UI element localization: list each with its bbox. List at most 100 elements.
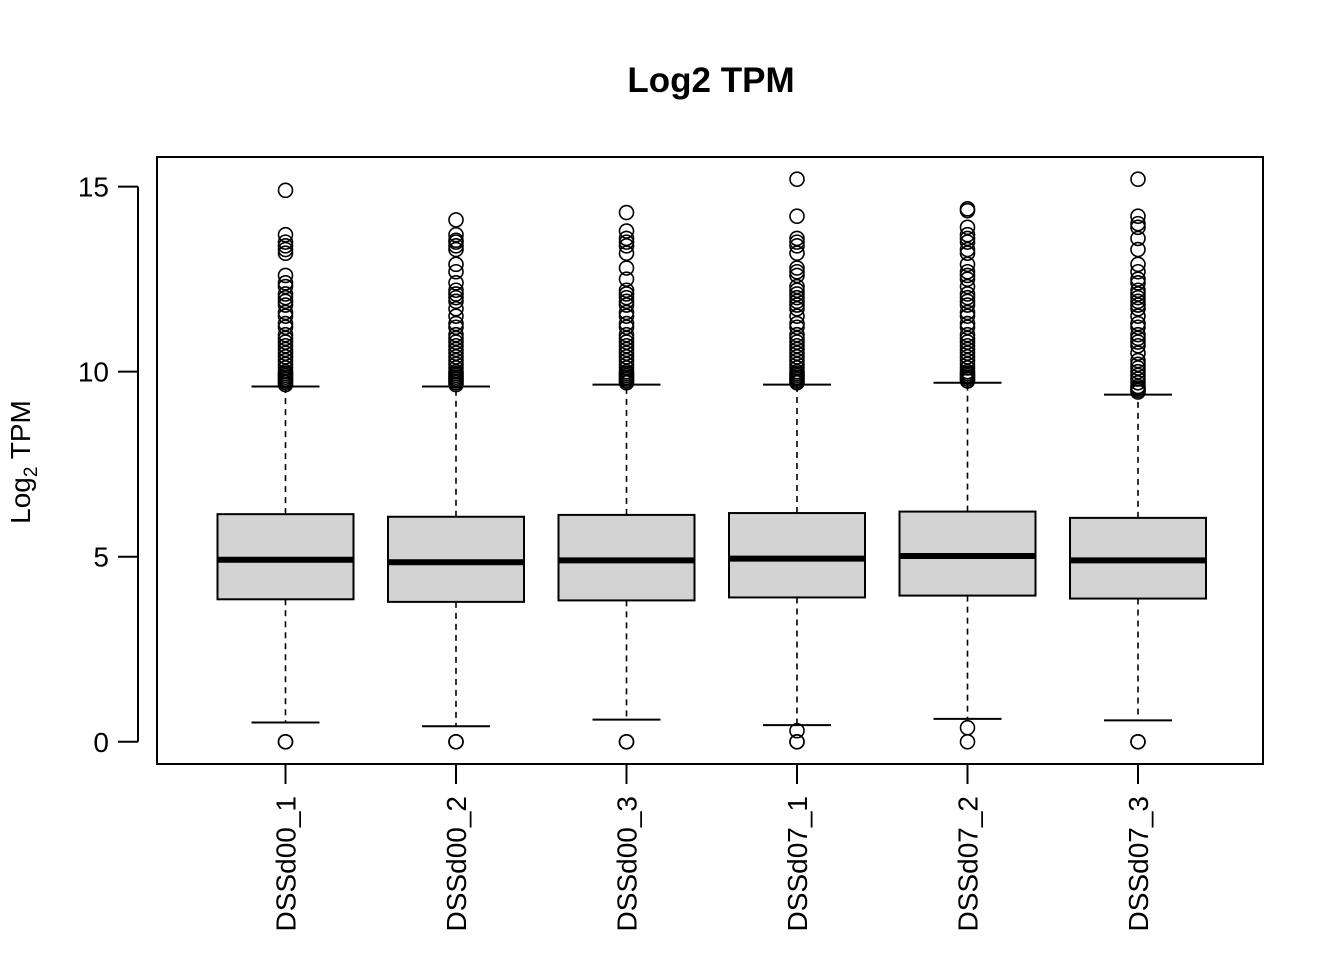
- outlier-point: [1130, 230, 1146, 247]
- box-DSSd07_3: [1069, 171, 1207, 750]
- outlier-point: [277, 319, 294, 336]
- outlier-point: [959, 349, 976, 365]
- outlier-point: [959, 356, 976, 373]
- outlier-point: [1130, 352, 1146, 369]
- outlier-point: [789, 733, 805, 750]
- x-tick-label: DSSd00_2: [441, 796, 472, 931]
- outlier-point: [618, 304, 635, 321]
- outlier-point: [1130, 271, 1146, 287]
- outlier-point: [789, 267, 805, 284]
- outlier-point: [789, 360, 805, 376]
- y-axis-label: Log2 TPM: [5, 400, 42, 524]
- outlier-point: [1130, 367, 1146, 384]
- outlier-point: [1130, 345, 1146, 361]
- outlier-point: [277, 360, 294, 376]
- outlier-point: [959, 230, 976, 247]
- outlier-point: [789, 352, 805, 369]
- outlier-point: [277, 234, 294, 250]
- outlier-point: [959, 245, 976, 262]
- outlier-point: [618, 223, 635, 239]
- box-DSSd07_2: [898, 201, 1037, 750]
- outlier-point: [277, 286, 294, 302]
- outlier-point: [959, 219, 976, 236]
- outlier-point: [277, 304, 294, 321]
- outlier-point: [959, 373, 976, 389]
- outlier-point: [789, 260, 805, 276]
- outlier-point: [618, 293, 635, 310]
- outlier-point: [789, 300, 805, 317]
- outlier-point: [618, 230, 635, 247]
- outlier-point: [448, 356, 464, 373]
- outlier-point: [789, 234, 805, 250]
- outlier-point: [789, 230, 805, 247]
- outlier-point: [789, 315, 805, 332]
- outlier-point: [448, 376, 464, 393]
- outlier-point: [1130, 733, 1146, 750]
- outlier-point: [618, 234, 635, 250]
- outlier-point: [789, 208, 805, 225]
- outlier-point: [1130, 241, 1146, 258]
- outlier-point: [1130, 371, 1146, 387]
- outlier-point: [789, 326, 805, 343]
- outlier-point: [959, 271, 976, 287]
- outlier-point: [618, 345, 635, 361]
- outlier-point: [448, 234, 464, 250]
- outlier-point: [618, 334, 635, 350]
- outlier-point: [277, 245, 294, 262]
- outlier-point: [789, 278, 805, 295]
- outlier-point: [277, 341, 294, 358]
- outlier-point: [959, 263, 976, 280]
- outlier-point: [448, 212, 464, 228]
- y-tick-label: 10: [78, 357, 109, 388]
- outlier-point: [789, 245, 805, 262]
- outlier-point: [448, 733, 464, 750]
- boxes-group: [216, 171, 1207, 750]
- outlier-point: [959, 334, 976, 350]
- outlier-point: [277, 345, 294, 361]
- outlier-point: [618, 289, 635, 306]
- outlier-point: [448, 345, 464, 361]
- box-DSSd07_1: [728, 171, 866, 750]
- outlier-point: [959, 256, 976, 273]
- outlier-point: [789, 345, 805, 361]
- outlier-point: [959, 352, 976, 369]
- outlier-point: [1130, 356, 1146, 373]
- outlier-point: [277, 349, 294, 365]
- outlier-point: [277, 330, 294, 347]
- outlier-point: [618, 308, 635, 324]
- outlier-point: [959, 319, 976, 336]
- outlier-point: [618, 260, 635, 276]
- outlier-point: [448, 256, 464, 273]
- outlier-point: [1130, 215, 1146, 232]
- outlier-point: [448, 300, 464, 317]
- outlier-point: [448, 289, 464, 306]
- outlier-point: [1130, 289, 1146, 306]
- outlier-point: [959, 289, 976, 306]
- outlier-point: [277, 356, 294, 373]
- outlier-point: [618, 238, 635, 254]
- outlier-point: [448, 360, 464, 376]
- outlier-point: [277, 352, 294, 369]
- outlier-point: [1130, 208, 1146, 225]
- outlier-point: [789, 330, 805, 347]
- outlier-point: [448, 241, 464, 258]
- outlier-point: [959, 267, 976, 284]
- outlier-point: [1130, 256, 1146, 273]
- outlier-point: [959, 234, 976, 250]
- outlier-point: [618, 356, 635, 373]
- outlier-point: [277, 315, 294, 332]
- x-tick-label: DSSd07_2: [953, 796, 984, 931]
- outlier-point: [448, 226, 464, 243]
- outlier-point: [618, 733, 635, 750]
- outlier-point: [618, 330, 635, 347]
- x-axis: DSSd00_1 DSSd00_2 DSSd00_3 DSSd07_1 DSSd07_2…: [271, 763, 1154, 931]
- outlier-point: [789, 238, 805, 254]
- outlier-point: [448, 315, 464, 332]
- outlier-point: [789, 308, 805, 324]
- outlier-point: [789, 263, 805, 280]
- outlier-point: [1130, 308, 1146, 324]
- outlier-point: [448, 319, 464, 336]
- outlier-point: [277, 326, 294, 343]
- outlier-point: [1130, 275, 1146, 291]
- outlier-point: [789, 341, 805, 358]
